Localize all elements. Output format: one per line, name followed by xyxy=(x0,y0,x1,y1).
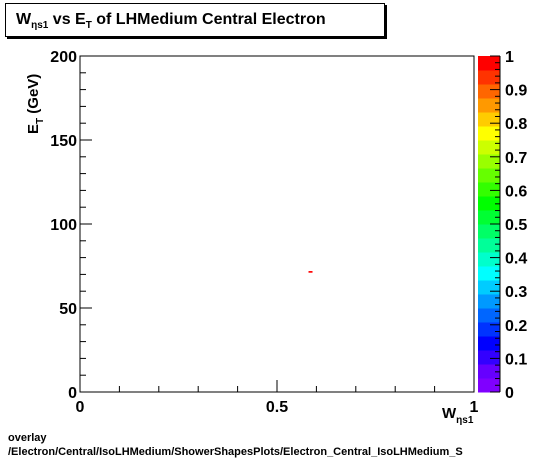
z-tick-label: 0.4 xyxy=(505,251,527,268)
palette-swatch xyxy=(478,336,500,351)
y-tick-label: 100 xyxy=(50,217,77,234)
x-tick-label: 1 xyxy=(470,399,479,416)
z-tick-label: 0.1 xyxy=(505,351,527,368)
palette-swatch xyxy=(478,98,500,113)
z-tick-label: 0.7 xyxy=(505,150,527,167)
z-tick-label: 0.8 xyxy=(505,116,527,133)
z-tick-label: 0 xyxy=(505,385,514,402)
title-w: W xyxy=(16,11,32,28)
footer-overlay-label: overlay xyxy=(8,432,47,444)
y-tick-label: 200 xyxy=(50,49,77,66)
z-axis: 0 0.1 0.2 0.3 0.4 0.5 0.6 0.7 0.8 0.9 1 xyxy=(490,49,527,402)
palette-swatch xyxy=(478,280,500,295)
x-axis: 0 0.5 1 xyxy=(76,380,479,416)
palette-swatch xyxy=(478,168,500,183)
title-vs: vs E xyxy=(48,11,86,28)
palette-swatch xyxy=(478,266,500,281)
palette-swatch xyxy=(478,196,500,211)
palette-swatch xyxy=(478,308,500,323)
axis-titles: Wηs1 ET (GeV) xyxy=(25,74,474,426)
x-tick-label: 0.5 xyxy=(266,399,288,416)
y-tick-label: 50 xyxy=(59,301,77,318)
heatmap-cells xyxy=(308,271,313,273)
y-tick-label: 0 xyxy=(68,385,77,402)
y-axis-title: ET (GeV) xyxy=(25,74,46,134)
z-tick-label: 0.2 xyxy=(505,318,527,335)
y-tick-label: 150 xyxy=(50,133,77,150)
palette-swatch xyxy=(478,70,500,85)
x-tick-label: 0 xyxy=(76,399,85,416)
plot-frame xyxy=(79,55,475,393)
z-tick-label: 1 xyxy=(505,49,514,66)
palette-swatch xyxy=(478,84,500,99)
z-tick-label: 0.3 xyxy=(505,284,527,301)
palette-swatch xyxy=(478,56,500,71)
chart-title: Wηs1 vs ET of LHMedium Central Electron xyxy=(5,3,385,37)
title-rest: of LHMedium Central Electron xyxy=(91,11,326,28)
palette-swatch xyxy=(478,350,500,365)
palette-swatch xyxy=(478,364,500,379)
palette-swatch xyxy=(478,378,500,393)
z-tick-label: 0.9 xyxy=(505,83,527,100)
palette-swatch xyxy=(478,126,500,141)
palette-swatch xyxy=(478,252,500,267)
plot-area xyxy=(79,55,475,393)
x-axis-title: Wηs1 xyxy=(442,405,474,426)
title-w-subscript: ηs1 xyxy=(31,20,49,31)
palette-swatch xyxy=(478,112,500,127)
palette-swatch xyxy=(478,182,500,197)
palette-swatch xyxy=(478,224,500,239)
heatmap-cell xyxy=(308,271,313,273)
palette-swatch xyxy=(478,294,500,309)
palette-swatch xyxy=(478,140,500,155)
y-axis: 0 50 100 150 200 xyxy=(50,49,92,402)
palette-swatch xyxy=(478,322,500,337)
z-tick-label: 0.6 xyxy=(505,183,527,200)
palette-swatch xyxy=(478,238,500,253)
footer-path-label: /Electron/Central/IsoLHMedium/ShowerShap… xyxy=(8,446,463,458)
palette-swatch xyxy=(478,210,500,225)
color-palette xyxy=(478,56,500,393)
z-tick-label: 0.5 xyxy=(505,217,527,234)
palette-swatch xyxy=(478,154,500,169)
title-et-subscript: T xyxy=(85,20,92,31)
